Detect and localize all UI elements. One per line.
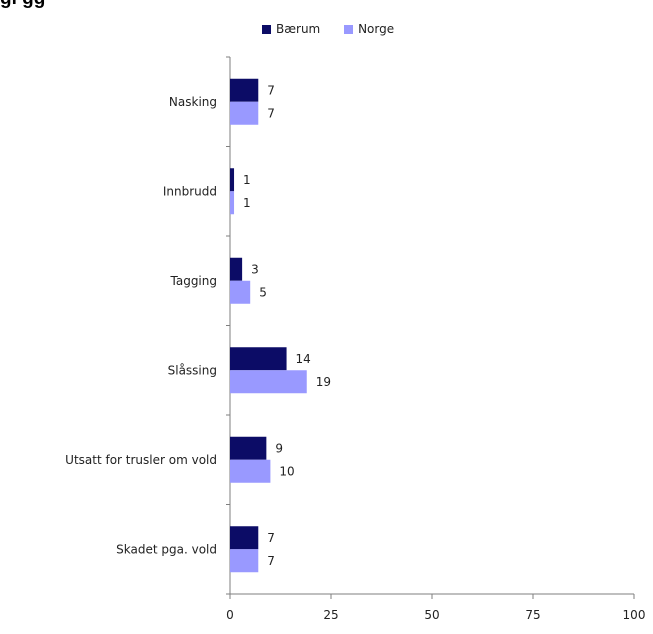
x-tick-label-75: 75 — [525, 608, 540, 622]
data-label-norge-nasking: 7 — [267, 106, 275, 120]
category-label-tagging: Tagging — [170, 274, 218, 288]
bar-baerum-innbrudd — [230, 168, 235, 192]
category-label-slassing: Slåssing — [168, 363, 217, 377]
bar-baerum-skadet-pga-vold — [230, 526, 259, 550]
data-label-baerum-slassing: 14 — [296, 352, 311, 366]
category-label-innbrudd: Innbrudd — [163, 184, 217, 198]
x-tick-label-50: 50 — [424, 608, 439, 622]
legend-item-norge: Norge — [344, 22, 394, 36]
bar-baerum-tagging — [230, 257, 243, 281]
category-label-skadet-pga-vold: Skadet pga. vold — [116, 542, 217, 556]
data-label-baerum-skadet-pga-vold: 7 — [267, 531, 275, 545]
data-label-norge-tagging: 5 — [259, 285, 267, 299]
legend-swatch-baerum — [262, 24, 271, 34]
bar-baerum-slassing — [230, 347, 287, 371]
legend: Bærum Norge — [262, 22, 414, 42]
bar-norge-tagging — [230, 280, 251, 304]
data-label-baerum-nasking: 7 — [267, 83, 275, 97]
legend-label-baerum: Bærum — [276, 22, 321, 36]
x-tick-label-0: 0 — [226, 608, 234, 622]
bar-norge-utsatt-for-trusler-om-vold — [230, 459, 271, 483]
bar-baerum-nasking — [230, 78, 259, 102]
data-label-baerum-innbrudd: 1 — [243, 173, 251, 187]
data-label-norge-innbrudd: 1 — [243, 196, 251, 210]
legend-label-norge: Norge — [358, 22, 395, 36]
bar-norge-innbrudd — [230, 191, 235, 215]
x-tick-label-100: 100 — [623, 608, 646, 622]
category-label-utsatt-for-trusler-om-vold: Utsatt for trusler om vold — [65, 453, 217, 467]
data-label-norge-slassing: 19 — [316, 375, 331, 389]
x-tick-label-25: 25 — [323, 608, 338, 622]
bar-baerum-utsatt-for-trusler-om-vold — [230, 436, 267, 460]
data-label-baerum-utsatt-for-trusler-om-vold: 9 — [275, 441, 283, 455]
bar-norge-skadet-pga-vold — [230, 549, 259, 573]
legend-swatch-norge — [344, 24, 354, 34]
data-label-norge-utsatt-for-trusler-om-vold: 10 — [279, 464, 294, 478]
data-label-norge-skadet-pga-vold: 7 — [267, 554, 275, 568]
category-label-nasking: Nasking — [169, 95, 217, 109]
bar-norge-nasking — [230, 101, 259, 125]
page-title: gl gg — [0, 0, 653, 10]
data-label-baerum-tagging: 3 — [251, 262, 259, 276]
legend-item-baerum: Bærum — [262, 22, 320, 36]
bar-norge-slassing — [230, 370, 307, 394]
